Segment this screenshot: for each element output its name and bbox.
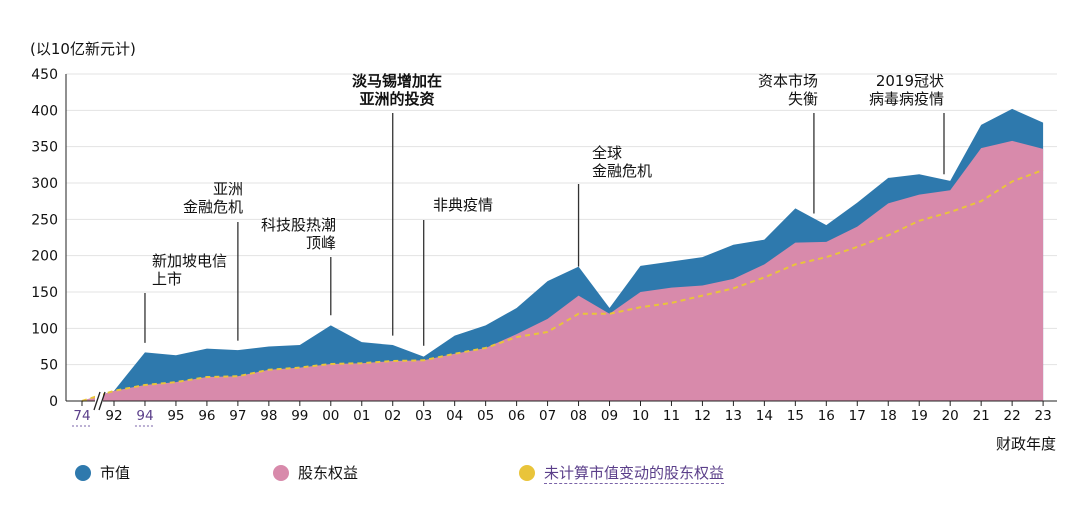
y-tick-label-250: 250 [31,212,58,228]
x-tick-label-04: 04 [446,408,463,424]
legend-swatch-equity-excluding-market-value [519,465,535,481]
x-tick-label-07: 07 [539,408,556,424]
x-tick-label-96: 96 [198,408,215,424]
x-tick-label-17: 17 [849,408,866,424]
annotation-label-7-line-0: 2019冠状 [876,72,944,90]
x-tick-label-06: 06 [508,408,525,424]
y-tick-label-100: 100 [31,321,58,337]
axis-break-mark [93,391,101,411]
annotation-label-5-line-0: 全球 [592,144,622,162]
x-tick-label-10: 10 [632,408,649,424]
series-line-equity-excluding-market-value [81,168,1044,402]
y-tick-label-300: 300 [31,176,58,192]
x-tick-label-11: 11 [663,408,680,424]
x-tick-label-20: 20 [942,408,959,424]
annotation-label-6-line-0: 资本市场 [758,72,818,90]
annotation-label-0-line-1: 上市 [152,270,182,288]
annotation-label-1-line-1: 金融危机 [183,198,243,216]
y-tick-label-0: 0 [49,394,58,410]
x-tick-label-09: 09 [601,408,618,424]
y-tick-label-150: 150 [31,285,58,301]
y-tick-label-400: 400 [31,103,58,119]
annotation-label-1-line-0: 亚洲 [213,180,243,198]
x-tick-label-16: 16 [818,408,835,424]
annotation-label-2-line-0: 科技股热潮 [261,216,336,234]
x-tick-label-92: 92 [105,408,122,424]
annotation-label-5-line-1: 金融危机 [592,162,652,180]
legend: 市值 股东权益 未计算市值变动的股东权益 [0,462,1080,486]
x-tick-label-14: 14 [756,408,773,424]
x-tick-link-94[interactable]: 94 [136,408,153,424]
x-tick-label-22: 22 [1004,408,1021,424]
y-tick-label-50: 50 [40,358,58,374]
annotation-label-6-line-1: 失衡 [788,90,818,108]
x-tick-label-15: 15 [787,408,804,424]
annotation-label-3-line-1: 亚洲的投资 [359,90,434,108]
x-tick-label-02: 02 [384,408,401,424]
y-tick-label-450: 450 [31,67,58,83]
series-area-shareholder-equity [82,140,1044,401]
x-tick-label-08: 08 [570,408,587,424]
legend-item-market-value: 市值 [75,462,130,483]
x-tick-label-97: 97 [229,408,246,424]
legend-swatch-shareholder-equity [273,464,289,481]
x-tick-label-21: 21 [973,408,990,424]
annotation-label-7-line-1: 病毒病疫情 [869,90,944,108]
y-axis-unit-label: (以10亿新元计) [30,40,136,58]
x-tick-label-12: 12 [694,408,711,424]
annotation-label-0-line-0: 新加坡电信 [152,252,227,270]
legend-label-market-value: 市值 [100,464,131,482]
x-tick-label-99: 99 [291,408,308,424]
legend-swatch-market-value [75,464,91,481]
annotation-label-3-line-0: 淡马锡增加在 [352,72,442,90]
legend-item-shareholder-equity: 股东权益 [273,462,358,483]
legend-link-equity-excluding-market-value[interactable]: 未计算市值变动的股东权益 [544,464,725,484]
x-tick-label-00: 00 [322,408,339,424]
y-tick-label-350: 350 [31,140,58,156]
axis-break-mark [98,391,106,411]
x-tick-label-23: 23 [1035,408,1052,424]
axis-break-gap [95,389,103,413]
annotation-label-4-line-0: 非典疫情 [433,196,493,214]
x-tick-label-05: 05 [477,408,494,424]
x-tick-label-18: 18 [880,408,897,424]
x-tick-label-01: 01 [353,408,370,424]
y-tick-label-200: 200 [31,249,58,265]
x-tick-label-98: 98 [260,408,277,424]
x-axis-title: 财政年度 [995,435,1056,453]
legend-item-equity-excluding-market-value[interactable]: 未计算市值变动的股东权益 [519,462,725,484]
x-tick-label-03: 03 [415,408,432,424]
annotation-label-2-line-1: 顶峰 [306,234,336,252]
legend-label-shareholder-equity: 股东权益 [298,464,359,482]
x-tick-label-19: 19 [911,408,928,424]
x-tick-label-95: 95 [167,408,184,424]
x-tick-link-74[interactable]: 74 [73,408,90,424]
x-tick-label-13: 13 [725,408,742,424]
